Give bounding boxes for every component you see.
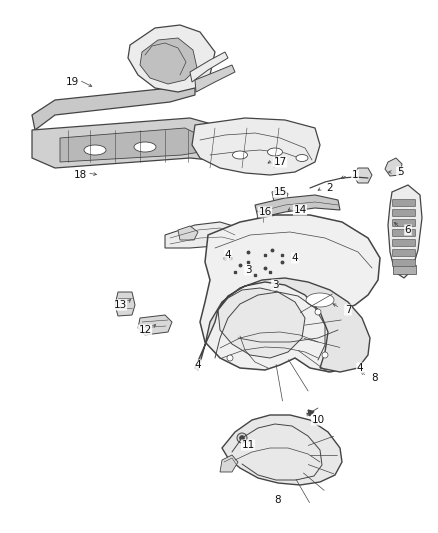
Text: 19: 19 bbox=[65, 77, 79, 87]
Polygon shape bbox=[140, 38, 197, 84]
Polygon shape bbox=[218, 288, 305, 358]
Text: 10: 10 bbox=[311, 415, 325, 425]
Text: 8: 8 bbox=[372, 373, 378, 383]
FancyBboxPatch shape bbox=[392, 230, 416, 237]
Text: 17: 17 bbox=[273, 157, 286, 167]
Ellipse shape bbox=[227, 355, 233, 361]
Text: 4: 4 bbox=[225, 250, 231, 260]
Text: 12: 12 bbox=[138, 325, 152, 335]
Polygon shape bbox=[195, 278, 370, 372]
Polygon shape bbox=[354, 168, 372, 183]
Polygon shape bbox=[165, 222, 240, 248]
Ellipse shape bbox=[322, 352, 328, 358]
Text: 3: 3 bbox=[272, 280, 278, 290]
Ellipse shape bbox=[233, 151, 247, 159]
Polygon shape bbox=[195, 65, 235, 92]
Polygon shape bbox=[128, 25, 215, 92]
Ellipse shape bbox=[306, 293, 334, 307]
Ellipse shape bbox=[84, 145, 106, 155]
Polygon shape bbox=[32, 82, 195, 130]
Ellipse shape bbox=[268, 148, 283, 156]
Polygon shape bbox=[222, 415, 342, 485]
Text: 4: 4 bbox=[292, 253, 298, 263]
Text: 13: 13 bbox=[113, 300, 127, 310]
FancyBboxPatch shape bbox=[392, 239, 416, 246]
Polygon shape bbox=[388, 185, 422, 278]
Ellipse shape bbox=[272, 285, 278, 291]
Text: 4: 4 bbox=[357, 363, 363, 373]
FancyBboxPatch shape bbox=[392, 249, 416, 256]
Text: 15: 15 bbox=[273, 187, 286, 197]
Ellipse shape bbox=[134, 142, 156, 152]
Polygon shape bbox=[385, 158, 402, 176]
Polygon shape bbox=[192, 118, 320, 175]
Polygon shape bbox=[32, 118, 230, 168]
Polygon shape bbox=[255, 195, 340, 218]
Ellipse shape bbox=[315, 309, 321, 315]
Text: 11: 11 bbox=[241, 440, 254, 450]
FancyBboxPatch shape bbox=[392, 260, 416, 266]
Polygon shape bbox=[220, 455, 238, 472]
Polygon shape bbox=[190, 52, 228, 82]
Text: 8: 8 bbox=[275, 495, 281, 505]
Polygon shape bbox=[393, 265, 416, 274]
Polygon shape bbox=[138, 315, 172, 335]
FancyBboxPatch shape bbox=[392, 209, 416, 216]
Text: 5: 5 bbox=[397, 167, 403, 177]
Polygon shape bbox=[257, 206, 278, 225]
Text: 18: 18 bbox=[74, 170, 87, 180]
Text: 7: 7 bbox=[345, 305, 351, 315]
Text: 6: 6 bbox=[405, 225, 411, 235]
Text: 3: 3 bbox=[245, 265, 251, 275]
Text: 4: 4 bbox=[194, 360, 201, 370]
Polygon shape bbox=[272, 188, 288, 202]
Polygon shape bbox=[60, 128, 205, 162]
Text: 16: 16 bbox=[258, 207, 272, 217]
Text: 14: 14 bbox=[293, 205, 307, 215]
Polygon shape bbox=[178, 226, 198, 240]
Text: 1: 1 bbox=[352, 170, 358, 180]
Ellipse shape bbox=[296, 155, 308, 161]
Text: 2: 2 bbox=[327, 183, 333, 193]
Ellipse shape bbox=[240, 435, 244, 440]
Polygon shape bbox=[200, 215, 380, 372]
FancyBboxPatch shape bbox=[392, 220, 416, 227]
Polygon shape bbox=[115, 292, 135, 316]
Ellipse shape bbox=[237, 433, 247, 443]
FancyBboxPatch shape bbox=[392, 199, 416, 206]
